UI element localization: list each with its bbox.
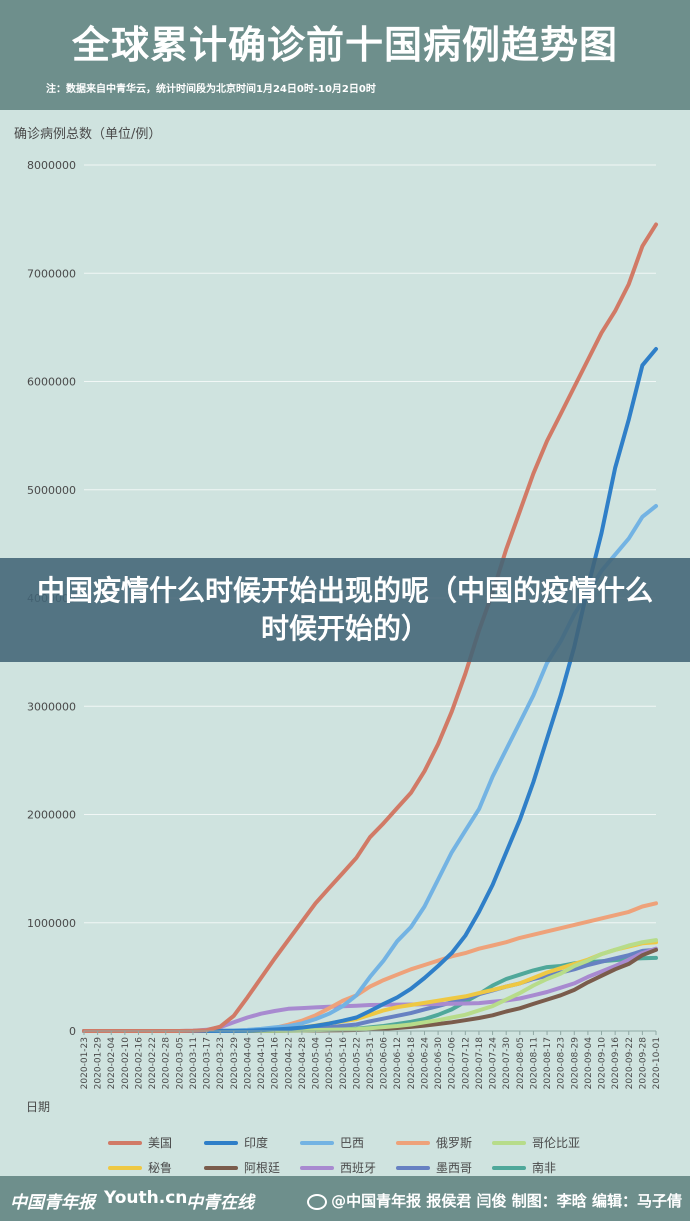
x-tick-label: 2020-09-10 bbox=[598, 1037, 608, 1090]
y-tick-label: 5000000 bbox=[27, 484, 76, 497]
x-tick-label: 2020-07-24 bbox=[489, 1037, 499, 1090]
x-tick-label: 2020-07-30 bbox=[502, 1037, 512, 1090]
weibo-icon bbox=[307, 1193, 328, 1210]
logo-cyol: 中青在线 bbox=[186, 1193, 254, 1213]
article-headline: 中国疫情什么时候开始出现的呢（中国的疫情什么时候开始的） bbox=[36, 574, 653, 645]
x-tick-label: 2020-07-06 bbox=[448, 1037, 458, 1090]
x-tick-label: 2020-04-10 bbox=[257, 1037, 267, 1090]
x-tick-label: 2020-02-28 bbox=[162, 1037, 172, 1090]
x-tick-label: 2020-01-29 bbox=[94, 1037, 104, 1090]
x-tick-label: 2020-08-29 bbox=[570, 1037, 580, 1090]
y-tick-label: 6000000 bbox=[27, 376, 76, 389]
x-tick-label: 2020-05-10 bbox=[325, 1037, 335, 1090]
y-axis-title: 确诊病例总数（单位/例） bbox=[14, 127, 161, 142]
x-tick-label: 2020-09-22 bbox=[625, 1037, 635, 1089]
x-tick-label: 2020-08-05 bbox=[516, 1037, 526, 1089]
legend-label-3: 俄罗斯 bbox=[436, 1136, 472, 1150]
credit-line: @中国青年报 报侯君 闫俊 制图：李晗 编辑：马子倩 bbox=[307, 1190, 682, 1211]
legend-label-8: 墨西哥 bbox=[436, 1161, 472, 1175]
legend-label-6: 阿根廷 bbox=[244, 1161, 280, 1175]
legend-label-1: 印度 bbox=[244, 1135, 268, 1150]
y-tick-label: 1000000 bbox=[27, 917, 76, 930]
legend-label-5: 秘鲁 bbox=[148, 1161, 172, 1175]
x-tick-label: 2020-03-11 bbox=[189, 1037, 199, 1089]
data-source-note: 注：数据来自中青华云，统计时间段为北京时间1月24日0时-10月2日0时 bbox=[46, 84, 376, 95]
x-tick-label: 2020-04-16 bbox=[271, 1037, 281, 1090]
legend-label-4: 哥伦比亚 bbox=[532, 1135, 580, 1150]
legend-label-0: 美国 bbox=[148, 1136, 172, 1150]
x-tick-label: 2020-06-06 bbox=[380, 1037, 390, 1090]
x-tick-label: 2020-07-12 bbox=[461, 1037, 471, 1089]
y-tick-label: 8000000 bbox=[27, 159, 76, 172]
x-tick-label: 2020-03-23 bbox=[216, 1037, 226, 1089]
y-tick-label: 2000000 bbox=[27, 809, 76, 822]
x-tick-label: 2020-02-04 bbox=[107, 1037, 117, 1090]
x-tick-label: 2020-05-31 bbox=[366, 1037, 376, 1089]
y-tick-label: 7000000 bbox=[27, 267, 76, 280]
x-tick-label: 2020-02-22 bbox=[148, 1037, 158, 1089]
x-tick-label: 2020-10-01 bbox=[652, 1037, 662, 1089]
x-tick-label: 2020-05-04 bbox=[312, 1037, 322, 1090]
x-tick-label: 2020-07-18 bbox=[475, 1037, 485, 1090]
y-tick-label: 0 bbox=[69, 1025, 76, 1038]
x-tick-label: 2020-06-24 bbox=[420, 1037, 430, 1090]
x-tick-label: 2020-02-10 bbox=[121, 1037, 131, 1090]
x-tick-label: 2020-09-28 bbox=[638, 1037, 648, 1090]
legend-label-2: 巴西 bbox=[340, 1136, 364, 1150]
footer-bar: 中国青年报 Youth.cn 中青在线 @中国青年报 报侯君 闫俊 制图：李晗 … bbox=[0, 1176, 690, 1221]
x-tick-label: 2020-01-23 bbox=[80, 1037, 90, 1089]
x-tick-label: 2020-05-16 bbox=[339, 1037, 349, 1090]
x-tick-label: 2020-04-04 bbox=[243, 1037, 253, 1090]
credit-text: @中国青年报 报侯君 闫俊 制图：李晗 编辑：马子倩 bbox=[331, 1192, 682, 1210]
x-tick-label: 2020-03-17 bbox=[203, 1037, 213, 1089]
x-tick-label: 2020-09-16 bbox=[611, 1037, 621, 1090]
logo-youth-cn: Youth.cn bbox=[104, 1188, 188, 1208]
legend-label-9: 南非 bbox=[532, 1160, 556, 1175]
x-tick-label: 2020-02-16 bbox=[134, 1037, 144, 1090]
x-tick-label: 2020-05-22 bbox=[352, 1037, 362, 1089]
x-tick-label: 2020-04-28 bbox=[298, 1037, 308, 1090]
logo-cyd: 中国青年报 bbox=[10, 1193, 95, 1213]
x-tick-label: 2020-08-17 bbox=[543, 1037, 553, 1089]
x-tick-label: 2020-06-12 bbox=[393, 1037, 403, 1089]
chart-title: 全球累计确诊前十国病例趋势图 bbox=[71, 23, 618, 67]
x-tick-label: 2020-08-11 bbox=[529, 1037, 539, 1089]
x-axis-title: 日期 bbox=[26, 1100, 50, 1114]
x-tick-label: 2020-03-29 bbox=[230, 1037, 240, 1090]
x-tick-label: 2020-03-05 bbox=[175, 1037, 185, 1089]
article-headline-banner: 中国疫情什么时候开始出现的呢（中国的疫情什么时候开始的） bbox=[0, 558, 690, 662]
legend-label-7: 西班牙 bbox=[340, 1161, 376, 1175]
x-tick-label: 2020-04-22 bbox=[284, 1037, 294, 1089]
x-tick-label: 2020-08-23 bbox=[557, 1037, 567, 1089]
x-tick-label: 2020-06-30 bbox=[434, 1037, 444, 1090]
y-tick-label: 3000000 bbox=[27, 700, 76, 713]
x-tick-label: 2020-06-18 bbox=[407, 1037, 417, 1090]
chart-header: 全球累计确诊前十国病例趋势图 注：数据来自中青华云，统计时间段为北京时间1月24… bbox=[0, 0, 690, 110]
x-tick-label: 2020-09-04 bbox=[584, 1037, 594, 1090]
